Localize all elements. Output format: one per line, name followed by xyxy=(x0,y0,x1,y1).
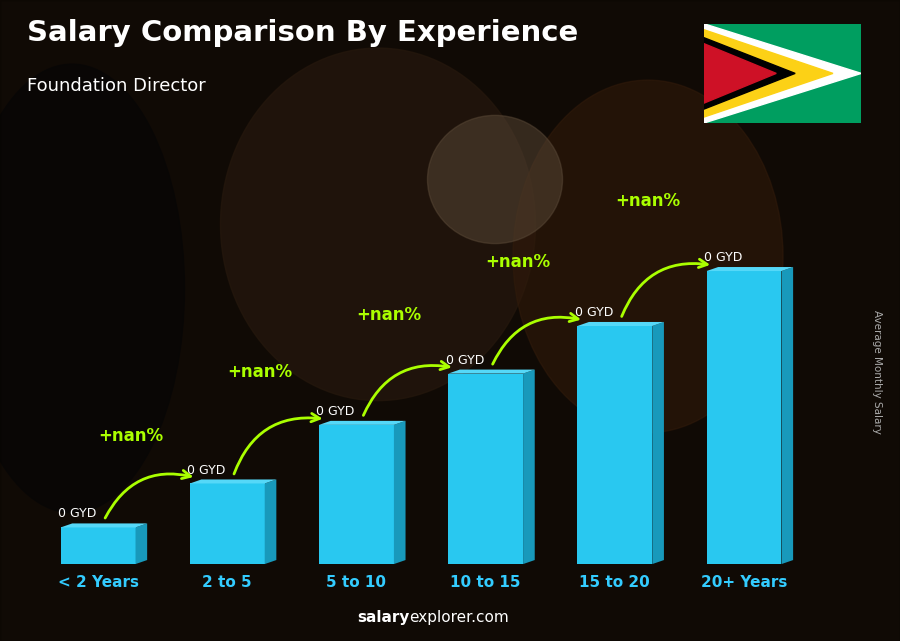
Ellipse shape xyxy=(428,115,562,244)
Text: 0 GYD: 0 GYD xyxy=(187,463,226,476)
Text: Salary Comparison By Experience: Salary Comparison By Experience xyxy=(27,19,578,47)
Text: 0 GYD: 0 GYD xyxy=(446,354,484,367)
Text: +nan%: +nan% xyxy=(356,306,421,324)
Polygon shape xyxy=(136,524,148,564)
Polygon shape xyxy=(394,421,406,564)
Text: +nan%: +nan% xyxy=(98,427,163,445)
Ellipse shape xyxy=(220,48,536,401)
Polygon shape xyxy=(265,479,276,564)
Bar xyxy=(60,528,136,564)
Bar xyxy=(706,271,781,564)
Text: +nan%: +nan% xyxy=(486,253,551,271)
Text: 0 GYD: 0 GYD xyxy=(704,251,742,264)
Polygon shape xyxy=(704,44,777,103)
Polygon shape xyxy=(190,479,276,483)
Polygon shape xyxy=(523,370,535,564)
Polygon shape xyxy=(448,370,535,374)
Polygon shape xyxy=(781,267,793,564)
Ellipse shape xyxy=(0,64,184,513)
Bar xyxy=(578,326,652,564)
Text: Average Monthly Salary: Average Monthly Salary xyxy=(872,310,883,434)
Polygon shape xyxy=(578,322,664,326)
Polygon shape xyxy=(706,267,793,271)
Polygon shape xyxy=(704,24,861,123)
Text: +nan%: +nan% xyxy=(228,363,292,381)
Bar xyxy=(448,374,523,564)
Bar xyxy=(319,425,394,564)
Text: +nan%: +nan% xyxy=(615,192,680,210)
Polygon shape xyxy=(704,29,833,117)
Polygon shape xyxy=(704,38,796,109)
Text: 0 GYD: 0 GYD xyxy=(317,405,355,418)
Polygon shape xyxy=(652,322,664,564)
Ellipse shape xyxy=(513,80,783,433)
Polygon shape xyxy=(319,421,406,425)
Text: Foundation Director: Foundation Director xyxy=(27,77,206,95)
Text: 0 GYD: 0 GYD xyxy=(575,306,613,319)
Text: explorer.com: explorer.com xyxy=(410,610,509,625)
Text: 0 GYD: 0 GYD xyxy=(58,508,96,520)
Bar xyxy=(190,483,265,564)
Polygon shape xyxy=(60,524,148,528)
Text: salary: salary xyxy=(357,610,410,625)
